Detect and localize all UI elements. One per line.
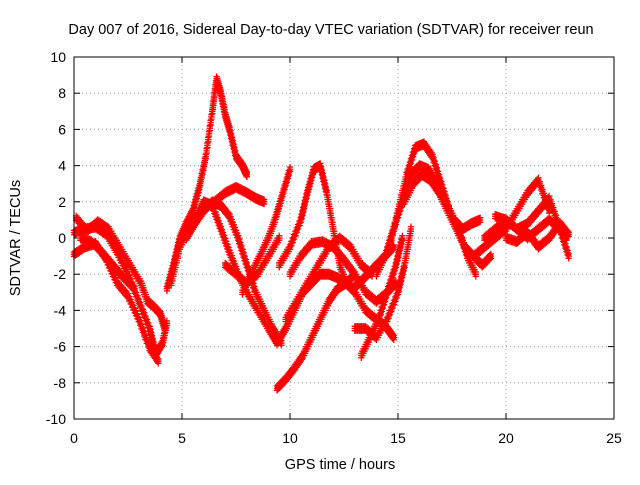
x-tick-label: 15 — [390, 430, 406, 446]
data-points — [71, 73, 572, 393]
series-arc-10 — [239, 164, 293, 298]
x-tick-label: 10 — [282, 430, 298, 446]
y-tick-label: 6 — [58, 121, 66, 137]
y-tick-label: 10 — [50, 49, 66, 65]
x-tick-label: 0 — [70, 430, 78, 446]
y-tick-label: 4 — [58, 158, 66, 174]
y-tick-label: 0 — [58, 230, 66, 246]
y-tick-label: -2 — [54, 266, 67, 282]
y-tick-label: -8 — [54, 375, 67, 391]
x-tick-label: 5 — [178, 430, 186, 446]
chart-title: Day 007 of 2016, Sidereal Day-to-day VTE… — [68, 22, 593, 38]
y-tick-label: 2 — [58, 194, 66, 210]
x-tick-label: 20 — [498, 430, 514, 446]
y-tick-label: -4 — [54, 302, 67, 318]
y-tick-label: -10 — [46, 411, 66, 427]
y-tick-label: -6 — [54, 339, 67, 355]
x-tick-label: 25 — [606, 430, 622, 446]
y-tick-label: 8 — [58, 85, 66, 101]
